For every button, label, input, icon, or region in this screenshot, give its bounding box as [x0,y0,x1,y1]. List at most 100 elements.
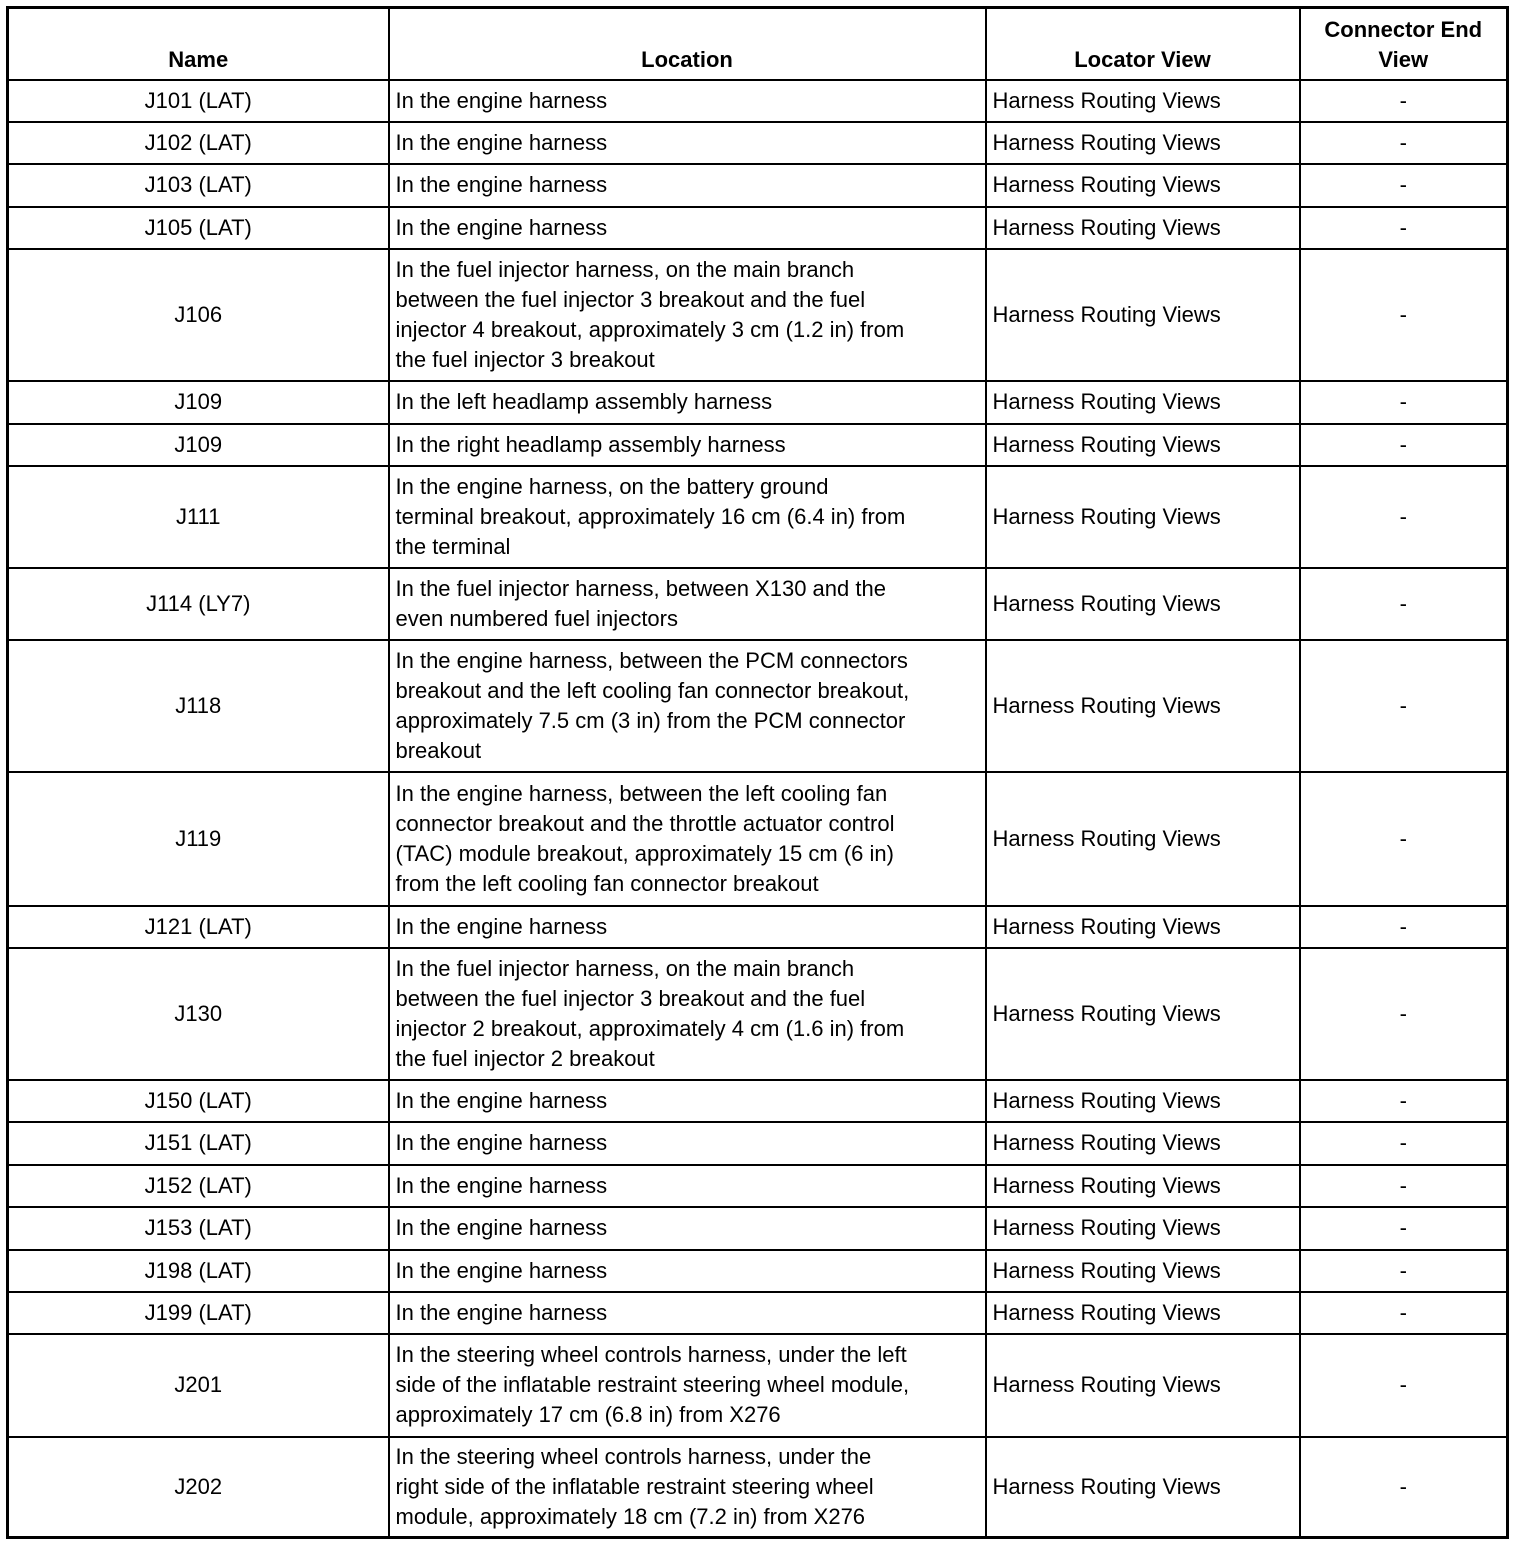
cell-locator-view: Harness Routing Views [984,946,1301,1081]
cell-name: J119 [6,770,390,907]
cell-name: J111 [6,464,390,569]
cell-location: In the engine harness, between the left … [387,770,987,907]
cell-connector-end-view: - [1298,162,1509,208]
cell-locator-view: Harness Routing Views [984,379,1301,425]
table-row: J152 (LAT) In the engine harness Harness R… [6,1163,1509,1208]
cell-connector-end-view: - [1298,379,1509,425]
table-row: J202 In the steering wheel controls harne… [6,1435,1509,1539]
table-row: J103 (LAT) In the engine harness Harness R… [6,162,1509,208]
cell-location: In the engine harness [387,78,987,123]
cell-connector-end-view: - [1298,422,1509,467]
cell-name: J199 (LAT) [6,1290,390,1335]
cell-connector-end-view: - [1298,1120,1509,1166]
cell-name: J153 (LAT) [6,1205,390,1251]
table-row: J114 (LY7) In the fuel injector harness, … [6,566,1509,641]
cell-name: J202 [6,1435,390,1539]
cell-connector-end-view: - [1298,1332,1509,1438]
cell-location: In the engine harness [387,205,987,250]
cell-location: In the engine harness [387,1290,987,1335]
cell-locator-view: Harness Routing Views [984,247,1301,382]
table-row: J119 In the engine harness, between the l… [6,770,1509,907]
table-row: J101 (LAT) In the engine harness Harness R… [6,78,1509,123]
table-row: J201 In the steering wheel controls harne… [6,1332,1509,1438]
cell-connector-end-view: - [1298,1163,1509,1208]
cell-location: In the engine harness [387,1163,987,1208]
cell-name: J102 (LAT) [6,120,390,165]
header-connector-end-view: Connector End View [1298,6,1509,81]
cell-name: J152 (LAT) [6,1163,390,1208]
cell-location: In the engine harness [387,1205,987,1251]
table-row: J150 (LAT) In the engine harness Harness R… [6,1078,1509,1123]
cell-name: J150 (LAT) [6,1078,390,1123]
cell-connector-end-view: - [1298,904,1509,949]
cell-locator-view: Harness Routing Views [984,205,1301,250]
cell-locator-view: Harness Routing Views [984,120,1301,165]
cell-location: In the engine harness [387,120,987,165]
cell-name: J114 (LY7) [6,566,390,641]
cell-name: J103 (LAT) [6,162,390,208]
cell-name: J121 (LAT) [6,904,390,949]
cell-location: In the engine harness [387,904,987,949]
cell-name: J105 (LAT) [6,205,390,250]
header-locator-view: Locator View [984,6,1301,81]
cell-location: In the fuel injector harness, between X1… [387,566,987,641]
cell-connector-end-view: - [1298,638,1509,773]
cell-locator-view: Harness Routing Views [984,1332,1301,1438]
cell-name: J151 (LAT) [6,1120,390,1166]
table-row: J109 In the left headlamp assembly harnes… [6,379,1509,425]
header-row: Name Location Locator View Connector End… [6,6,1509,81]
cell-name: J109 [6,379,390,425]
cell-location: In the engine harness [387,1078,987,1123]
cell-connector-end-view: - [1298,1435,1509,1539]
cell-connector-end-view: - [1298,1290,1509,1335]
cell-location: In the fuel injector harness, on the mai… [387,946,987,1081]
table-row: J109 In the right headlamp assembly harne… [6,422,1509,467]
cell-name: J198 (LAT) [6,1248,390,1293]
table-row: J121 (LAT) In the engine harness Harness R… [6,904,1509,949]
cell-location: In the steering wheel controls harness, … [387,1435,987,1539]
cell-locator-view: Harness Routing Views [984,1248,1301,1293]
cell-locator-view: Harness Routing Views [984,464,1301,569]
cell-locator-view: Harness Routing Views [984,904,1301,949]
cell-name: J106 [6,247,390,382]
cell-location: In the engine harness [387,162,987,208]
table-row: J106 In the fuel injector harness, on the… [6,247,1509,382]
cell-locator-view: Harness Routing Views [984,162,1301,208]
cell-connector-end-view: - [1298,770,1509,907]
cell-locator-view: Harness Routing Views [984,638,1301,773]
cell-location: In the engine harness, on the battery gr… [387,464,987,569]
cell-locator-view: Harness Routing Views [984,1078,1301,1123]
cell-locator-view: Harness Routing Views [984,422,1301,467]
cell-locator-view: Harness Routing Views [984,78,1301,123]
cell-connector-end-view: - [1298,205,1509,250]
table-row: J105 (LAT) In the engine harness Harness R… [6,205,1509,250]
cell-locator-view: Harness Routing Views [984,566,1301,641]
cell-location: In the engine harness, between the PCM c… [387,638,987,773]
table-row: J102 (LAT) In the engine harness Harness R… [6,120,1509,165]
table-row: J130 In the fuel injector harness, on the… [6,946,1509,1081]
cell-connector-end-view: - [1298,946,1509,1081]
table-row: J199 (LAT) In the engine harness Harness R… [6,1290,1509,1335]
cell-location: In the fuel injector harness, on the mai… [387,247,987,382]
splice-location-table: Name Location Locator View Connector End… [6,6,1509,1539]
cell-locator-view: Harness Routing Views [984,1205,1301,1251]
cell-connector-end-view: - [1298,1205,1509,1251]
cell-name: J130 [6,946,390,1081]
cell-name: J101 (LAT) [6,78,390,123]
cell-connector-end-view: - [1298,1248,1509,1293]
cell-locator-view: Harness Routing Views [984,770,1301,907]
table-row: J198 (LAT) In the engine harness Harness R… [6,1248,1509,1293]
table-row: J118 In the engine harness, between the P… [6,638,1509,773]
cell-locator-view: Harness Routing Views [984,1435,1301,1539]
cell-locator-view: Harness Routing Views [984,1290,1301,1335]
cell-name: J109 [6,422,390,467]
cell-location: In the engine harness [387,1120,987,1166]
table-row: J153 (LAT) In the engine harness Harness R… [6,1205,1509,1251]
cell-name: J118 [6,638,390,773]
cell-connector-end-view: - [1298,1078,1509,1123]
table-row: J111 In the engine harness, on the batter… [6,464,1509,569]
cell-connector-end-view: - [1298,120,1509,165]
table-row: J151 (LAT) In the engine harness Harness R… [6,1120,1509,1166]
cell-location: In the right headlamp assembly harness [387,422,987,467]
cell-location: In the left headlamp assembly harness [387,379,987,425]
